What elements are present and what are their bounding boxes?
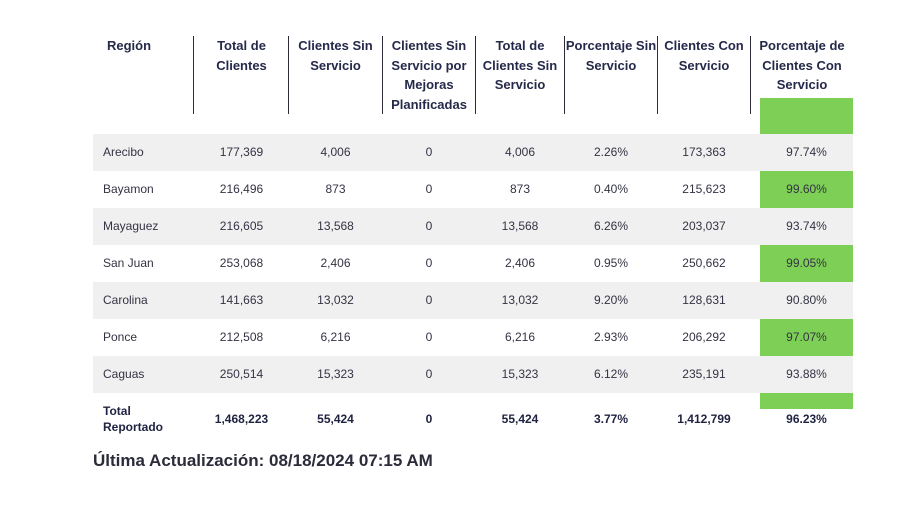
- clients-without-service: 55,424: [317, 412, 354, 426]
- percent-with-service: 99.60%: [786, 182, 827, 196]
- planned-outages: 0: [425, 330, 433, 344]
- table-row: Mayaguez 216,605 13,568 0 13,568 6.26% 2…: [93, 208, 853, 245]
- percent-with-service: 90.80%: [786, 293, 827, 307]
- clients-with-service: 206,292: [682, 330, 726, 344]
- total-clients: 216,605: [219, 219, 264, 233]
- planned-outages: 0: [425, 412, 433, 426]
- percent-with-service: 97.07%: [786, 330, 827, 344]
- total-clients: 212,508: [219, 330, 264, 344]
- table-header: Región Total de Clientes Clientes Sin Se…: [93, 36, 853, 134]
- percent-with-service: 99.05%: [786, 256, 827, 270]
- percent-with-service: 93.88%: [786, 367, 827, 381]
- total-clients: 177,369: [219, 145, 264, 159]
- total-label: Total Reportado: [103, 404, 163, 434]
- header-region: Región: [93, 36, 194, 114]
- total-clients: 1,468,223: [214, 412, 269, 426]
- total-without-service: 2,406: [504, 256, 536, 270]
- clients-with-service: 173,363: [682, 145, 726, 159]
- percent-without-service: 6.12%: [593, 367, 629, 381]
- header-total-clients: Total de Clientes: [195, 36, 289, 114]
- percent-without-service: 2.26%: [593, 145, 629, 159]
- percent-with-service: 96.23%: [786, 412, 827, 426]
- region-name: Mayaguez: [103, 219, 159, 233]
- planned-outages: 0: [425, 182, 433, 196]
- last-updated: Última Actualización: 08/18/2024 07:15 A…: [93, 451, 433, 470]
- table-row: Caguas 250,514 15,323 0 15,323 6.12% 235…: [93, 356, 853, 393]
- planned-outages: 0: [425, 219, 433, 233]
- clients-with-service: 250,662: [682, 256, 726, 270]
- clients-without-service: 2,406: [320, 256, 351, 270]
- clients-with-service: 235,191: [682, 367, 726, 381]
- clients-with-service: 203,037: [682, 219, 726, 233]
- table-row: Bayamon 216,496 873 0 873 0.40% 215,623 …: [93, 171, 853, 208]
- total-without-service: 6,216: [504, 330, 536, 344]
- clients-without-service: 13,568: [317, 219, 354, 233]
- clients-with-service: 1,412,799: [677, 412, 731, 426]
- region-name: Caguas: [103, 367, 145, 381]
- total-without-service: 873: [509, 182, 531, 196]
- total-without-service: 15,323: [501, 367, 539, 381]
- total-clients: 250,514: [219, 367, 264, 381]
- percent-without-service: 0.40%: [593, 182, 629, 196]
- header-clients-without-service: Clientes Sin Servicio: [289, 36, 383, 114]
- total-clients: 216,496: [219, 182, 264, 196]
- total-without-service: 4,006: [504, 145, 536, 159]
- region-name: San Juan: [103, 256, 154, 270]
- percent-without-service: 6.26%: [593, 219, 629, 233]
- header-clients-with-service: Clientes Con Servicio: [658, 36, 751, 114]
- percent-with-service: 93.74%: [786, 219, 827, 233]
- total-row: Total Reportado 1,468,223 55,424 0 55,42…: [93, 393, 853, 445]
- clients-with-service: 215,623: [682, 182, 726, 196]
- planned-outages: 0: [425, 145, 433, 159]
- clients-without-service: 6,216: [320, 330, 351, 344]
- total-clients: 141,663: [219, 293, 264, 307]
- region-name: Arecibo: [103, 145, 144, 159]
- percent-without-service: 3.77%: [593, 412, 629, 426]
- planned-outages: 0: [425, 293, 433, 307]
- percent-with-service: 97.74%: [786, 145, 827, 159]
- planned-outages: 0: [425, 367, 433, 381]
- header-planned-outages: Clientes Sin Servicio por Mejoras Planif…: [383, 36, 476, 114]
- header-total-without-service: Total de Clientes Sin Servicio: [476, 36, 565, 114]
- total-without-service: 13,032: [501, 293, 539, 307]
- outage-table: Región Total de Clientes Clientes Sin Se…: [93, 36, 853, 134]
- clients-without-service: 4,006: [320, 145, 351, 159]
- planned-outages: 0: [425, 256, 433, 270]
- table-row: Arecibo 177,369 4,006 0 4,006 2.26% 173,…: [93, 134, 853, 171]
- total-without-service: 55,424: [501, 412, 539, 426]
- percent-without-service: 0.95%: [593, 256, 629, 270]
- header-percent-with-service: Porcentaje de Clientes Con Servicio: [759, 38, 845, 92]
- table-body: Arecibo 177,369 4,006 0 4,006 2.26% 173,…: [93, 134, 853, 445]
- clients-without-service: 873: [325, 182, 346, 196]
- clients-without-service: 13,032: [317, 293, 354, 307]
- total-clients: 253,068: [219, 256, 264, 270]
- clients-without-service: 15,323: [317, 367, 354, 381]
- table-row: Carolina 141,663 13,032 0 13,032 9.20% 1…: [93, 282, 853, 319]
- percent-without-service: 9.20%: [593, 293, 629, 307]
- region-name: Bayamon: [103, 182, 154, 196]
- clients-with-service: 128,631: [682, 293, 726, 307]
- header-percent-without-service: Porcentaje Sin Servicio: [565, 36, 658, 114]
- region-name: Carolina: [103, 293, 148, 307]
- region-name: Ponce: [103, 330, 138, 344]
- table-row: Ponce 212,508 6,216 0 6,216 2.93% 206,29…: [93, 319, 853, 356]
- total-without-service: 13,568: [501, 219, 539, 233]
- percent-without-service: 2.93%: [593, 330, 629, 344]
- table-row: San Juan 253,068 2,406 0 2,406 0.95% 250…: [93, 245, 853, 282]
